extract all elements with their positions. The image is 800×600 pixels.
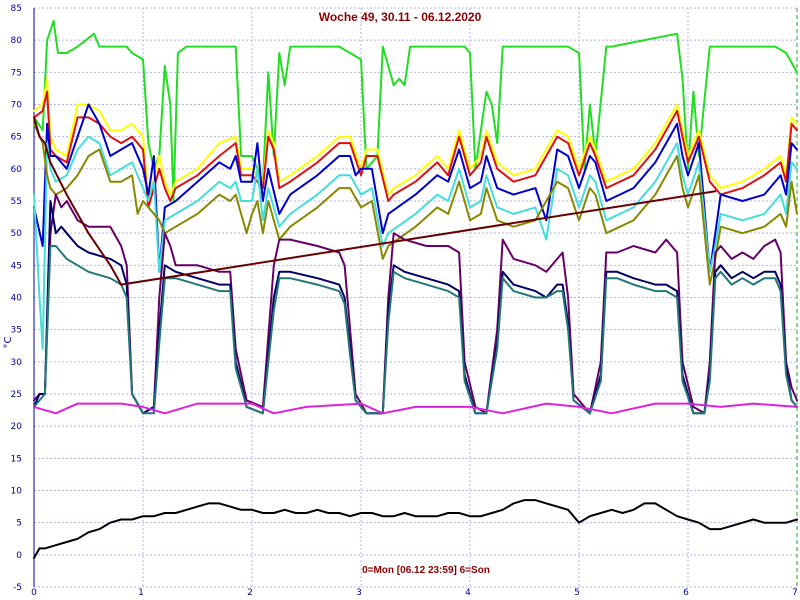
y-tick-label: -5 <box>13 583 22 593</box>
y-tick-label: 5 <box>16 519 22 529</box>
x-tick-label: 3 <box>356 588 362 598</box>
series-line-5 <box>33 135 798 350</box>
series-line-6 <box>33 122 798 286</box>
series-lines <box>33 19 798 559</box>
grid-lines <box>33 7 798 588</box>
tick-labels: 0 1 2 3 4 5 6 7-5051015202530354045505560657075… <box>11 4 798 598</box>
y-tick-label: 0 <box>16 551 22 561</box>
y-tick-label: 10 <box>11 487 23 497</box>
series-line-11 <box>33 402 798 415</box>
y-tick-label: 50 <box>11 229 23 239</box>
series-line-9 <box>33 245 798 415</box>
series-line-10 <box>33 116 717 286</box>
chart-footer: 0=Mon [06.12 23:59] 6=Son <box>362 565 490 576</box>
series-line-12 <box>33 499 798 559</box>
x-tick-label: 5 <box>574 588 580 598</box>
y-tick-label: 45 <box>11 261 22 271</box>
series-line-2 <box>33 77 798 202</box>
y-tick-label: 60 <box>11 165 23 175</box>
y-tick-label: 75 <box>11 68 22 78</box>
x-tick-label: 2 <box>247 588 253 598</box>
y-tick-label: 85 <box>11 4 22 14</box>
y-axis-label: °C <box>3 337 14 349</box>
x-tick-label: 7 <box>792 588 798 598</box>
y-tick-label: 80 <box>11 36 23 46</box>
chart-title: Woche 49, 30.11 - 06.12.2020 <box>319 10 482 24</box>
x-tick-label: 4 <box>465 588 471 598</box>
x-tick-label: 6 <box>683 588 689 598</box>
y-tick-label: 35 <box>11 326 22 336</box>
y-tick-label: 20 <box>11 422 23 432</box>
series-line-3 <box>33 90 798 209</box>
y-tick-label: 15 <box>11 454 22 464</box>
y-tick-label: 70 <box>11 101 23 111</box>
y-tick-label: 40 <box>11 294 23 304</box>
x-tick-label: 1 <box>138 588 144 598</box>
y-tick-label: 25 <box>11 390 22 400</box>
y-tick-label: 55 <box>11 197 22 207</box>
x-tick-label: 0 <box>31 588 37 598</box>
series-line-4 <box>33 103 798 273</box>
y-tick-label: 65 <box>11 133 22 143</box>
y-tick-label: 30 <box>11 358 23 368</box>
